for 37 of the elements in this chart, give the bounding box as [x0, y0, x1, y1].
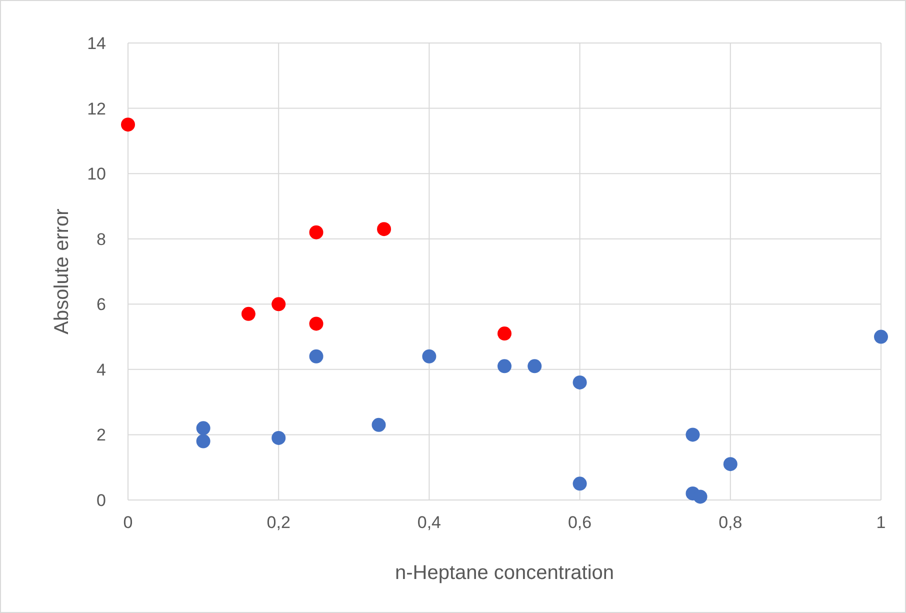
y-axis-title: Absolute error [51, 208, 73, 334]
y-tick-label: 10 [87, 164, 106, 184]
point [241, 306, 256, 321]
x-tick-label: 0,6 [568, 513, 592, 532]
point [272, 297, 286, 312]
y-tick-label: 14 [87, 34, 106, 53]
y-tick-label: 2 [96, 426, 106, 445]
y-tick-label: 4 [96, 360, 106, 380]
x-tick-label: 0 [123, 513, 133, 532]
point [572, 375, 587, 390]
point [498, 326, 512, 341]
point [693, 490, 708, 504]
point [686, 428, 700, 442]
y-tick-label: 6 [96, 295, 106, 314]
x-axis-title: n-Heptane concentration [394, 562, 614, 584]
point [309, 349, 324, 364]
point [874, 330, 888, 344]
x-tick-label: 1 [876, 513, 886, 532]
x-tick-label: 0,4 [417, 513, 442, 532]
y-tick-label: 12 [87, 99, 106, 118]
point [498, 359, 512, 374]
point [272, 430, 286, 445]
point [121, 118, 135, 132]
y-tick-label: 8 [96, 230, 106, 249]
point [309, 316, 324, 331]
point [723, 457, 738, 472]
y-tick-label: 0 [96, 491, 106, 510]
point [309, 225, 324, 240]
point [377, 222, 392, 236]
x-tick-label: 0,2 [266, 513, 290, 532]
point [372, 418, 386, 432]
point [196, 434, 210, 448]
x-tick-label: 0,8 [718, 513, 742, 532]
point [196, 421, 210, 436]
point [572, 476, 587, 491]
point [528, 359, 542, 374]
point [422, 349, 436, 364]
